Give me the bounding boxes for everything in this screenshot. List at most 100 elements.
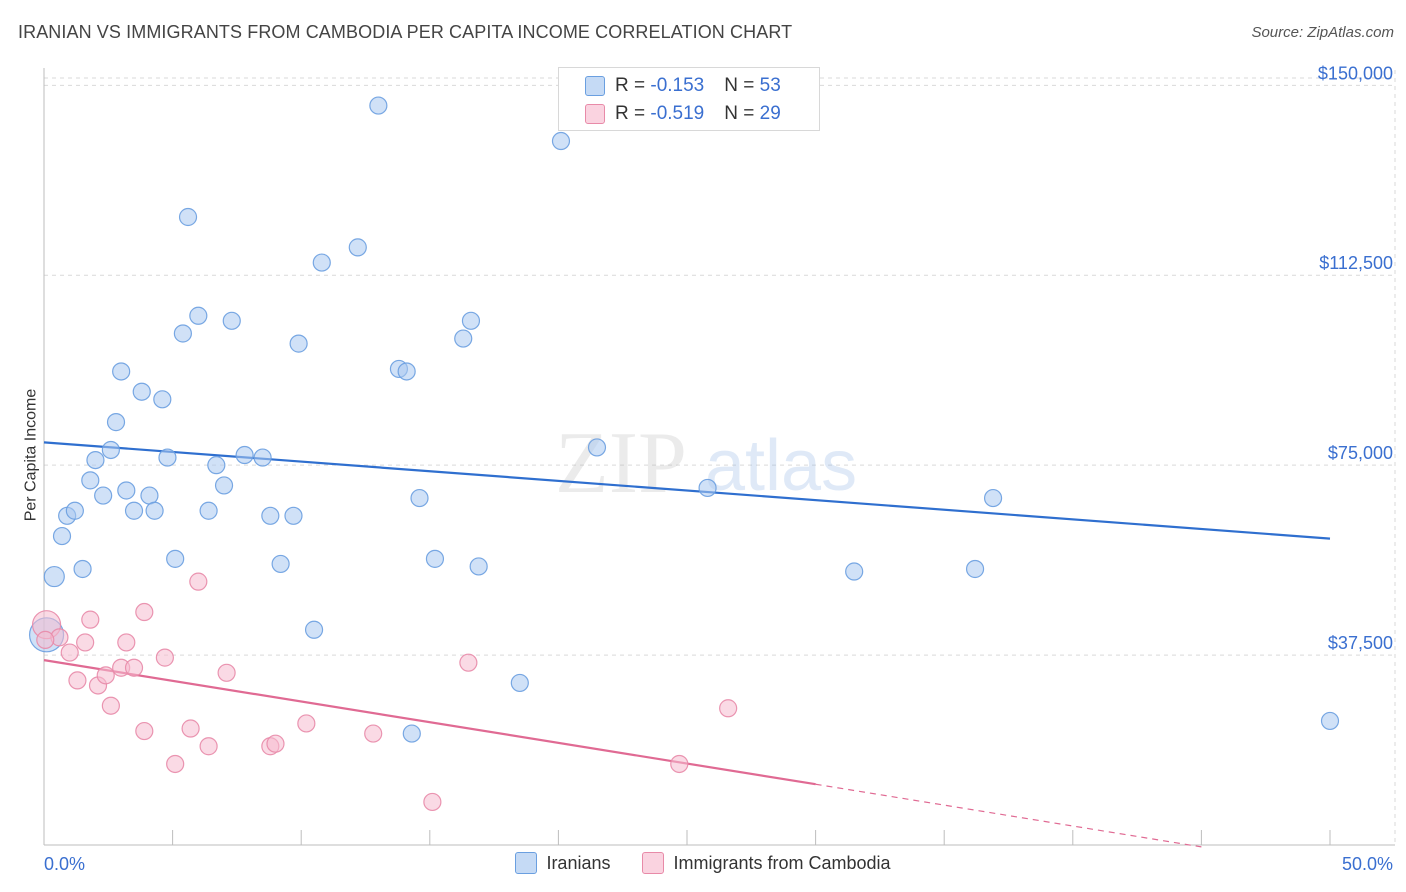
point-iranians [461, 311, 481, 330]
point-cambodia [135, 721, 154, 741]
point-cambodia [36, 630, 55, 649]
point-iranians [397, 362, 416, 381]
point-iranians [117, 481, 136, 500]
point-cambodia [364, 724, 383, 743]
point-cambodia [189, 572, 208, 591]
source-note: Source: ZipAtlas.com [1251, 24, 1394, 41]
point-iranians [199, 501, 218, 520]
point-cambodia [199, 737, 218, 756]
point-iranians [124, 501, 144, 520]
point-cambodia [135, 602, 154, 622]
trend-lines [43, 441, 1331, 848]
point-cambodia [81, 610, 100, 629]
point-iranians [284, 506, 303, 525]
point-iranians [106, 413, 126, 432]
point-iranians [698, 478, 717, 498]
x-tick-label: 50.0% [1342, 854, 1393, 874]
point-cambodia [670, 754, 689, 774]
point-cambodia [155, 648, 174, 667]
point-iranians [289, 334, 308, 353]
point-iranians [112, 362, 131, 381]
point-iranians [65, 501, 84, 520]
y-tick-label: $112,500 [1319, 253, 1393, 273]
point-cambodia [117, 633, 136, 652]
point-iranians [166, 549, 185, 568]
legend-n-value: 53 [759, 75, 781, 96]
legend-row-iranians: R = -0.153 N = 53 [585, 73, 781, 99]
trend-line-cambodia [43, 659, 816, 786]
point-iranians [261, 506, 280, 525]
point-iranians [214, 476, 234, 495]
legend-item-cambodia: Immigrants from Cambodia [642, 852, 891, 874]
legend-n-value: 29 [759, 103, 781, 124]
point-iranians [207, 456, 226, 475]
point-iranians [510, 673, 529, 693]
legend-r-value: -0.519 [650, 103, 705, 124]
correlation-legend: R = -0.153 N = 53 R = -0.519 N = 29 [558, 67, 820, 131]
point-iranians [304, 620, 324, 639]
y-tick-label: $150,000 [1318, 63, 1393, 83]
point-iranians [1320, 711, 1340, 731]
point-iranians [469, 557, 488, 576]
y-tick-label: $37,500 [1328, 633, 1393, 653]
point-iranians [253, 448, 272, 467]
point-cambodia [124, 658, 144, 677]
point-iranians [587, 438, 607, 457]
point-cambodia [76, 633, 95, 652]
point-iranians [965, 559, 985, 579]
chart-title: IRANIAN VS IMMIGRANTS FROM CAMBODIA PER … [18, 22, 793, 42]
point-iranians [369, 96, 388, 115]
point-iranians [173, 324, 192, 343]
axes [43, 68, 1395, 846]
legend-r-value: -0.153 [650, 75, 705, 96]
point-iranians [158, 448, 177, 467]
tick-labels: $37,500 $75,000 $112,500 $150,000 0.0% 50.0% [44, 63, 1393, 874]
legend-n-label: N = [724, 103, 760, 124]
legend-label-cambodia: Immigrants from Cambodia [673, 852, 891, 873]
point-iranians [983, 488, 1003, 508]
point-cambodia [68, 671, 87, 690]
point-iranians [52, 526, 72, 546]
point-cambodia [101, 696, 120, 715]
legend-r-label: R = [615, 75, 651, 96]
watermark-zip: ZIP [555, 415, 687, 512]
point-iranians [402, 724, 421, 743]
legend-swatch-iranians [585, 76, 605, 96]
point-iranians [132, 382, 151, 401]
point-iranians [153, 390, 172, 409]
point-iranians [235, 445, 254, 465]
legend-swatch-cambodia [585, 104, 605, 124]
point-cambodia [217, 663, 236, 682]
point-iranians [94, 486, 113, 505]
legend-swatch-iranians [515, 852, 538, 874]
point-iranians [43, 565, 65, 588]
point-iranians [551, 131, 571, 151]
point-iranians [222, 311, 241, 330]
legend-label-iranians: Iranians [546, 852, 611, 873]
point-iranians [410, 488, 429, 508]
legend-item-iranians: Iranians [515, 852, 610, 874]
point-iranians [73, 559, 92, 579]
legend-row-cambodia: R = -0.519 N = 29 [585, 101, 781, 127]
point-cambodia [60, 643, 79, 662]
point-cambodia [297, 714, 316, 733]
legend-swatch-cambodia [642, 852, 665, 874]
point-cambodia [719, 699, 738, 718]
point-iranians [189, 306, 208, 325]
point-iranians [178, 207, 198, 227]
point-iranians [312, 253, 331, 272]
watermark: ZIP atlas [555, 415, 857, 512]
point-cambodia [96, 666, 115, 685]
x-tick-label: 0.0% [44, 854, 85, 874]
legend-r-label: R = [615, 103, 651, 124]
point-iranians [140, 486, 159, 505]
point-iranians [454, 329, 473, 348]
point-cambodia [459, 653, 478, 672]
point-cambodia [166, 754, 185, 774]
data-points [28, 96, 1340, 812]
point-cambodia [181, 719, 200, 738]
legend-n-label: N = [724, 75, 760, 96]
point-iranians [101, 440, 120, 460]
point-iranians [425, 549, 445, 568]
